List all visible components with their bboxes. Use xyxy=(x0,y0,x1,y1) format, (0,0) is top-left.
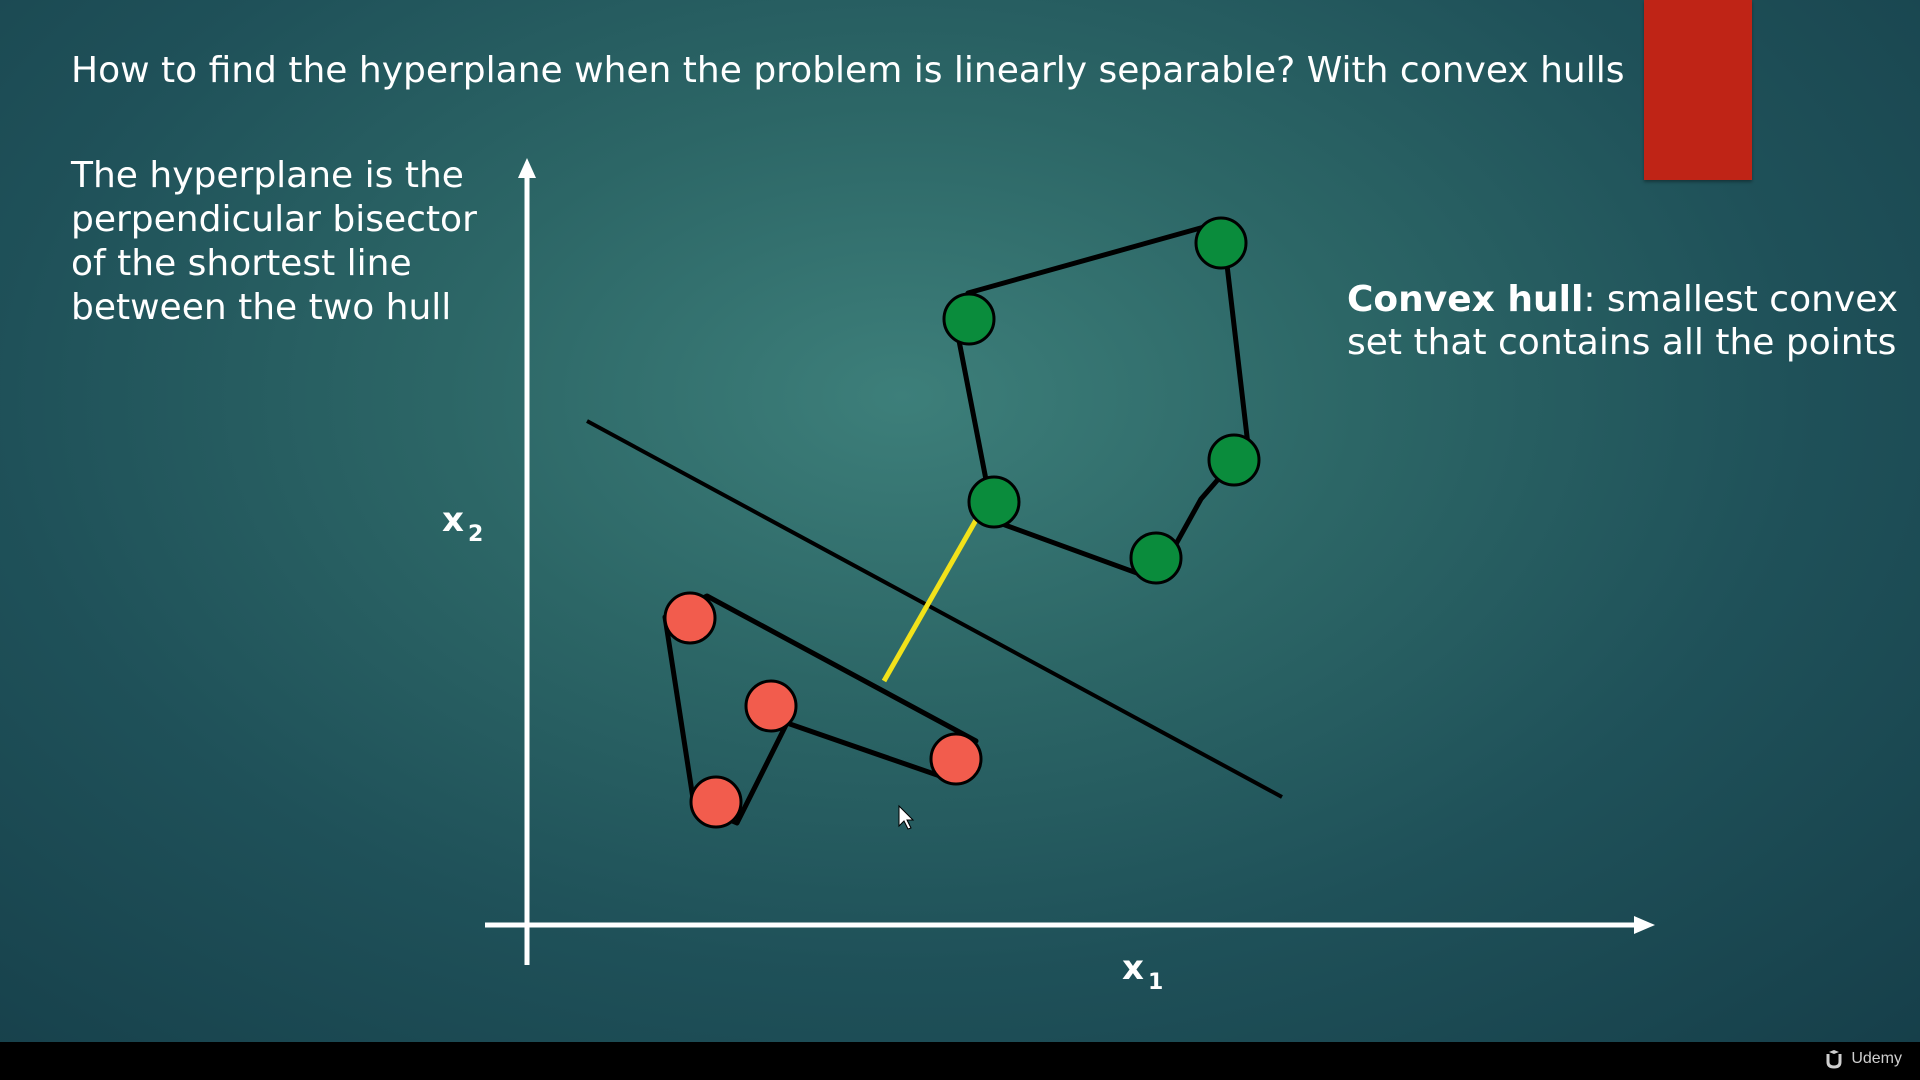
green-point xyxy=(1207,433,1261,487)
convex-hull-term: Convex hull xyxy=(1347,279,1584,320)
udemy-label: Udemy xyxy=(1851,1050,1902,1067)
convex-hull-description: : smallest convex set that contains all … xyxy=(1347,279,1899,363)
green-point xyxy=(1194,216,1248,270)
shortest-line xyxy=(881,518,979,683)
green-point xyxy=(1129,531,1183,585)
green-point xyxy=(967,475,1021,529)
mouse-pointer-icon xyxy=(898,804,915,830)
y-axis-arrowhead xyxy=(518,158,536,178)
convex-hull-definition: Convex hull: smallest convex set that co… xyxy=(1347,278,1907,364)
green-point xyxy=(942,292,996,346)
hyperplane-line xyxy=(586,419,1283,799)
slide: How to find the hyperplane when the prob… xyxy=(0,0,1920,1042)
red-point xyxy=(663,591,717,645)
red-decorative-tab xyxy=(1644,0,1752,180)
red-point xyxy=(744,679,798,733)
video-bottom-bar xyxy=(0,1042,1920,1080)
x-axis-arrowhead xyxy=(1634,916,1655,934)
udemy-branding: Udemy xyxy=(1823,1048,1902,1070)
slide-title: How to find the hyperplane when the prob… xyxy=(71,50,1625,91)
red-point xyxy=(689,775,743,829)
hyperplane-explanation: The hyperplane is the perpendicular bise… xyxy=(71,155,477,328)
udemy-logo-icon xyxy=(1826,1050,1842,1069)
convex-hull-diagram xyxy=(485,158,1655,965)
red-point xyxy=(929,732,983,786)
